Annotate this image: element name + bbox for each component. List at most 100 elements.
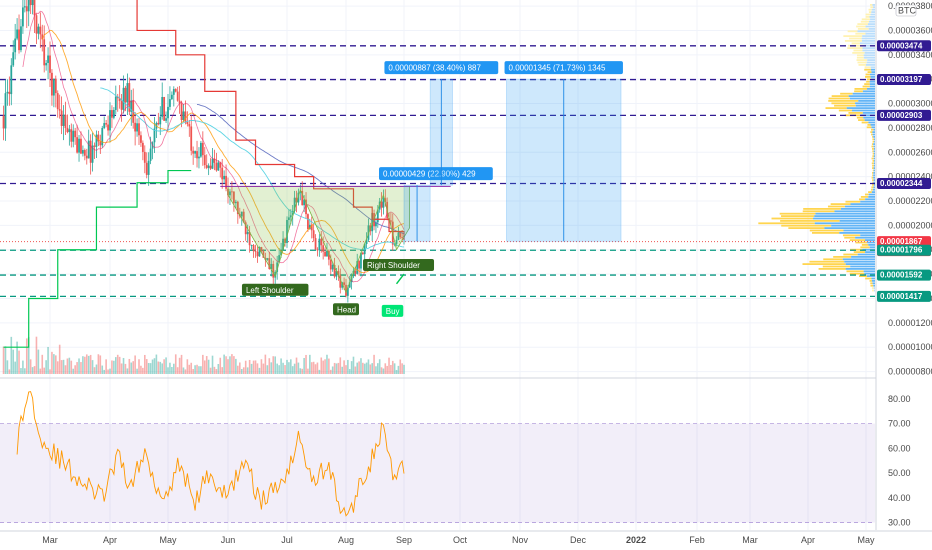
candle-body xyxy=(200,142,202,157)
price-level-tag-value: 0.00001417 xyxy=(880,292,923,301)
volume-profile-sell-bar xyxy=(856,25,866,28)
candle-body xyxy=(95,134,98,147)
candle-body xyxy=(196,151,198,159)
volume-bar xyxy=(318,369,321,374)
volume-bar xyxy=(176,367,179,374)
price-axis-tick: 0.00001200 xyxy=(888,318,932,328)
price-axis-tick: 0.00003000 xyxy=(888,99,932,109)
candle-body xyxy=(39,26,42,35)
candle-body xyxy=(291,210,294,216)
candle-body xyxy=(174,89,177,92)
volume-bar xyxy=(254,360,257,374)
volume-bar xyxy=(388,357,390,374)
volume-profile-sell-bar xyxy=(864,83,870,85)
volume-profile-buy-bar xyxy=(873,150,875,153)
volume-profile-buy-bar xyxy=(873,287,875,289)
volume-bar xyxy=(274,356,276,374)
volume-profile-sell-bar xyxy=(855,32,866,35)
candle-body xyxy=(66,127,69,133)
volume-profile-sell-bar xyxy=(872,138,875,141)
volume-bar xyxy=(250,363,253,374)
candle-body xyxy=(380,201,383,208)
volume-profile-buy-bar xyxy=(834,210,875,213)
volume-profile-sell-bar xyxy=(867,71,872,73)
time-axis-tick: Apr xyxy=(801,535,815,545)
candle-body xyxy=(116,96,119,99)
volume-profile-buy-bar xyxy=(843,229,875,232)
volume-profile-buy-bar xyxy=(862,47,875,49)
volume-profile-sell-bar xyxy=(846,270,864,273)
candle-body xyxy=(143,151,146,163)
candle-body xyxy=(236,201,239,215)
candle-body xyxy=(12,52,15,66)
candle-body xyxy=(274,271,277,278)
volume-bar xyxy=(403,364,405,374)
volume-bar xyxy=(258,367,261,374)
volume-bar xyxy=(280,358,282,374)
candle-body xyxy=(186,121,189,125)
volume-profile-sell-bar xyxy=(828,100,859,102)
volume-bar xyxy=(95,364,98,374)
candle-body xyxy=(217,162,220,171)
volume-bar xyxy=(161,363,163,374)
volume-profile-buy-bar xyxy=(824,227,875,229)
volume-bar xyxy=(291,366,294,374)
candle-body xyxy=(87,140,90,159)
candle-body xyxy=(85,155,88,159)
price-axis-tick: 0.00000800 xyxy=(888,367,932,377)
volume-bar xyxy=(360,358,362,374)
volume-bar xyxy=(276,363,278,374)
candle-body xyxy=(82,150,84,154)
volume-bar xyxy=(219,357,222,374)
volume-profile-sell-bar xyxy=(830,203,851,205)
volume-bar xyxy=(202,354,204,374)
volume-profile-sell-bar xyxy=(853,49,863,52)
volume-profile-sell-bar xyxy=(862,85,870,88)
volume-profile-sell-bar xyxy=(872,150,874,153)
volume-profile-buy-bar xyxy=(839,232,875,234)
volume-bar xyxy=(41,354,44,374)
candle-body xyxy=(316,249,319,251)
volume-profile-sell-bar xyxy=(857,23,868,25)
candle-body xyxy=(254,251,257,252)
volume-profile-sell-bar xyxy=(758,222,815,225)
volume-profile-sell-bar xyxy=(828,97,850,100)
candle-body xyxy=(282,238,284,251)
time-axis-tick: May xyxy=(159,535,177,545)
candle-body xyxy=(10,65,13,95)
volume-profile-buy-bar xyxy=(852,92,875,95)
candle-body xyxy=(301,190,304,206)
volume-bar xyxy=(209,367,212,374)
volume-profile-buy-bar xyxy=(862,35,875,37)
volume-profile-buy-bar xyxy=(863,54,875,57)
volume-profile-sell-bar xyxy=(855,241,868,244)
volume-profile-sell-bar xyxy=(802,210,835,213)
volume-profile-buy-bar xyxy=(851,256,875,258)
candle-body xyxy=(147,160,150,175)
volume-bar xyxy=(242,367,245,374)
trailing-stop-bearish xyxy=(136,0,405,240)
candle-body xyxy=(161,97,164,117)
candle-body xyxy=(375,222,377,227)
volume-profile-buy-bar xyxy=(865,64,875,66)
volume-profile-buy-bar xyxy=(872,133,875,136)
volume-profile-buy-bar xyxy=(869,20,875,23)
volume-bar xyxy=(173,363,175,374)
volume-bar xyxy=(380,367,383,374)
head-shoulders-pattern-area xyxy=(227,185,410,294)
candle-body xyxy=(157,122,160,125)
volume-profile-sell-bar xyxy=(866,126,872,129)
volume-bar xyxy=(18,350,20,374)
price-axis-tick: 0.00002600 xyxy=(888,147,932,157)
candle-body xyxy=(89,140,92,163)
volume-bar xyxy=(369,364,372,374)
volume-bar xyxy=(322,360,324,374)
volume-profile-buy-bar xyxy=(813,217,875,220)
volume-profile-buy-bar xyxy=(873,162,875,165)
volume-bar xyxy=(82,356,84,374)
volume-profile-sell-bar xyxy=(871,176,874,179)
volume-profile-buy-bar xyxy=(846,107,875,109)
volume-profile-sell-bar xyxy=(868,191,872,193)
